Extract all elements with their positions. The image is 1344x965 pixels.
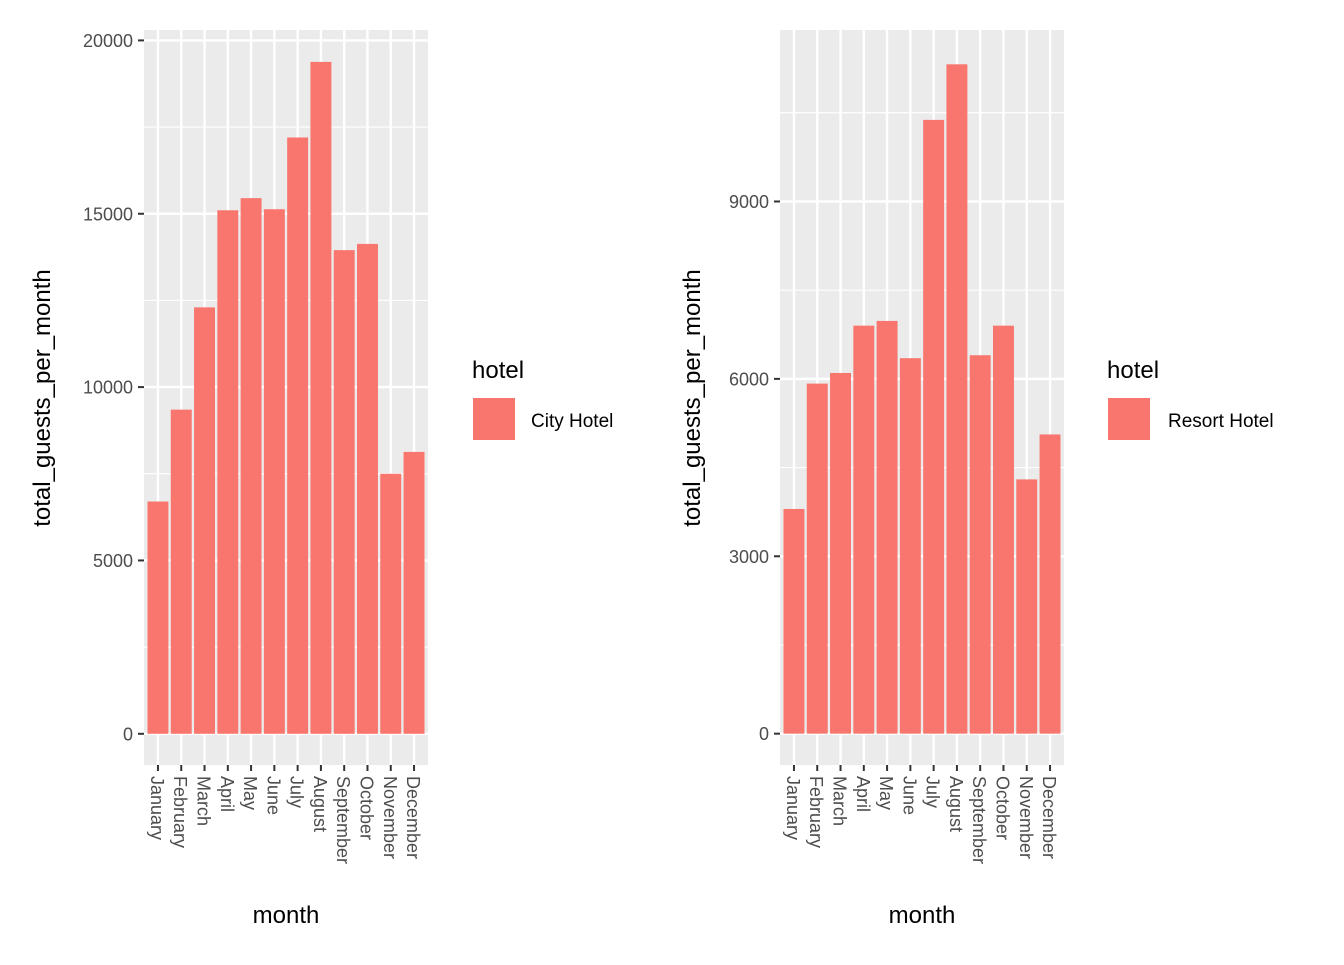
x-tick-label: November [1016, 776, 1036, 859]
x-tick-label: January [147, 776, 167, 840]
bar-october [357, 243, 378, 734]
bar-march [194, 307, 215, 734]
bar-march [830, 372, 851, 734]
chart-panel-2: 0 3000 6000 9000 January February March April Ma… [679, 30, 1274, 929]
y-tick-label: 15000 [83, 204, 133, 224]
bar-june [899, 358, 921, 734]
x-tick-label: June [899, 776, 919, 815]
y-axis-title: total_guests_per_month [679, 269, 706, 527]
x-tick-label: May [876, 776, 896, 810]
bar-april [217, 210, 239, 734]
x-tick-label: April [217, 776, 237, 812]
bar-february [170, 409, 192, 734]
x-axis-title: month [253, 902, 320, 929]
legend-title: hotel [472, 357, 524, 384]
bar-october [993, 325, 1014, 734]
x-tick-label: December [403, 776, 423, 859]
x-tick-label: May [240, 776, 260, 810]
x-tick-label: March [830, 776, 850, 826]
legend: hotel City Hotel [472, 357, 613, 440]
x-tick-label: July [287, 776, 307, 808]
bar-july [923, 119, 945, 734]
y-tick-label: 5000 [93, 551, 133, 571]
y-tick-label: 0 [759, 724, 769, 744]
x-tick-label: January [783, 776, 803, 840]
x-tick-label: August [946, 776, 966, 832]
x-tick-label: June [263, 776, 283, 815]
x-tick-label: September [333, 776, 353, 864]
y-tick-label: 9000 [729, 192, 769, 212]
x-tick-label: September [969, 776, 989, 864]
bar-may [240, 198, 262, 734]
x-tick-label: November [380, 776, 400, 859]
legend-key [1108, 398, 1150, 440]
bar-april [853, 325, 875, 734]
y-tick-label: 3000 [729, 547, 769, 567]
legend-label: Resort Hotel [1168, 411, 1274, 432]
bar-december [403, 451, 425, 734]
bar-august [310, 61, 332, 734]
bar-november [380, 473, 402, 734]
y-axis-title: total_guests_per_month [29, 269, 56, 527]
x-tick-label: February [170, 776, 190, 848]
bar-january [147, 501, 169, 734]
bar-august [946, 64, 968, 734]
bar-september [969, 355, 991, 734]
x-tick-label: March [194, 776, 214, 826]
bar-november [1016, 479, 1038, 734]
x-tick-label: April [853, 776, 873, 812]
x-tick-label: October [992, 776, 1012, 840]
y-tick-label: 20000 [83, 31, 133, 51]
chart-panel-1: 0 5000 10000 15000 20000 January February March… [29, 30, 613, 929]
y-tick-label: 6000 [729, 369, 769, 389]
legend-label: City Hotel [531, 411, 613, 432]
bar-may [876, 320, 898, 734]
bar-december [1039, 434, 1061, 734]
bar-february [806, 383, 828, 734]
y-tick-label: 10000 [83, 378, 133, 398]
x-tick-label: August [310, 776, 330, 832]
x-tick-label: July [923, 776, 943, 808]
y-tick-label: 0 [123, 724, 133, 744]
x-tick-label: October [356, 776, 376, 840]
bar-june [263, 209, 285, 734]
bar-january [783, 508, 805, 734]
x-tick-label: February [806, 776, 826, 848]
legend-key [473, 398, 515, 440]
x-tick-label: December [1039, 776, 1059, 859]
bar-july [287, 137, 309, 734]
legend-title: hotel [1107, 357, 1159, 384]
legend: hotel Resort Hotel [1107, 357, 1274, 440]
bar-september [333, 250, 355, 734]
x-axis-title: month [889, 902, 956, 929]
